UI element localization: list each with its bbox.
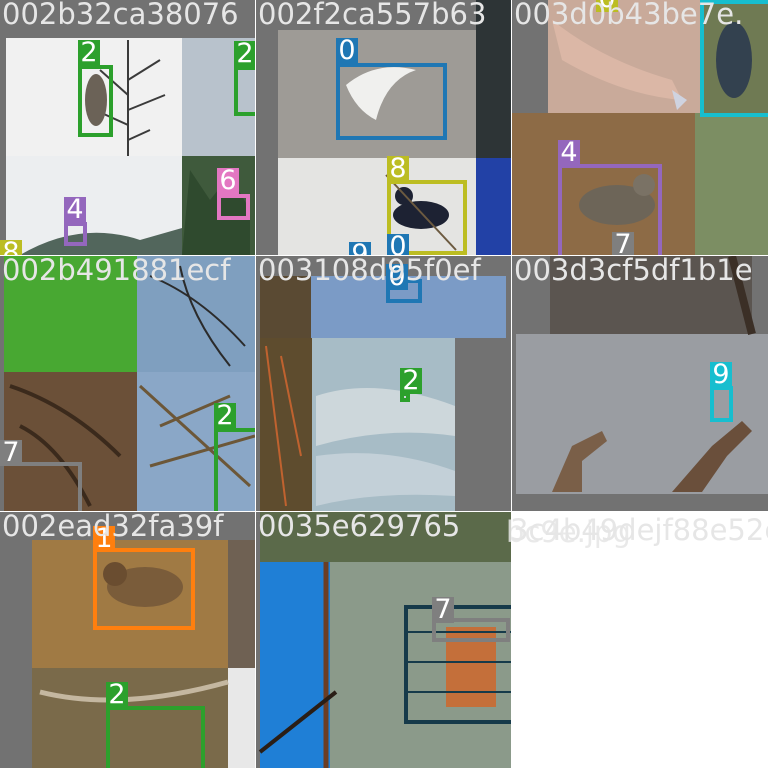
class-label: 2 (214, 402, 236, 429)
class-label: 2 (78, 39, 100, 66)
ground-photo-patch (228, 540, 255, 668)
overflow-suffix-text: bc9e.jpg (506, 515, 631, 549)
tile-filename: 003d0b43be7e. (514, 0, 744, 31)
bounding-box-class-2 (78, 65, 113, 137)
bounding-box-class-9 (710, 386, 733, 422)
tile-filename: 002f2ca557b63 (258, 0, 487, 31)
shrub-photo-patch (695, 113, 768, 255)
mosaic-tile-1: 002b32ca38076 2 2 6 4 8 (0, 0, 255, 255)
branches-illustration (9, 265, 255, 507)
mosaic-tile-8: 0035e629765 7 (256, 512, 511, 768)
class-label: 9 (710, 361, 732, 388)
bounding-box-class-2 (234, 66, 255, 116)
bounding-box-class-6 (217, 194, 250, 220)
bounding-box-class-0 (700, 0, 768, 117)
class-label: 4 (64, 196, 86, 223)
sparrow-illustration (39, 562, 229, 703)
class-label: 7 (432, 596, 454, 623)
bird-silhouettes-illustration (552, 20, 752, 225)
class-label: 8 (0, 239, 22, 255)
tile-filename: 0035e629765 (258, 512, 461, 543)
tile-filename: 003108d95f0ef (258, 256, 481, 287)
bounding-box-class-2 (214, 428, 255, 511)
dry-grass-photo-patch (512, 113, 695, 255)
grass-photo-patch (260, 512, 511, 562)
bounding-box-class-1 (93, 548, 195, 630)
bounding-box-class-2 (106, 706, 205, 768)
bounding-box-class-4 (64, 222, 87, 246)
bird-silhouettes-illustration (346, 67, 457, 251)
stream-photo-patch (32, 668, 228, 768)
sky-photo-patch (228, 668, 255, 768)
class-label: 2 (234, 40, 255, 67)
overflow-filename: 3c4b49dejf88e52cb (510, 513, 768, 547)
class-label: 8 (387, 155, 409, 182)
tile-filename: 003d3cf5df1b1e (514, 256, 753, 287)
tile-filename: 002ead32fa39f (2, 512, 224, 543)
overflow-filename-suffix: bc9e.jpg (506, 515, 631, 549)
mosaic-tile-6: 003d3cf5df1b1e 9 (512, 256, 768, 511)
class-label: 0 (596, 0, 618, 12)
tree-photo-patch (260, 276, 311, 338)
blue-photo-patch (476, 158, 511, 255)
mosaic-tile-7: 002ead32fa39f 1 2 (0, 512, 255, 768)
class-label: 9 (349, 241, 371, 255)
mosaic-tile-5: 003108d95f0ef 0 2 (256, 256, 511, 511)
class-label: 2 (400, 367, 422, 394)
tree-bark-photo-patch (4, 372, 137, 511)
class-label: 7 (0, 439, 22, 466)
class-label: 0 (387, 233, 409, 255)
dark-photo-patch (550, 256, 752, 334)
bounding-box-class-2 (400, 392, 410, 402)
overflow-filename-text: 3c4b49dejf88e52cb (510, 513, 768, 547)
dead-branches-illustration (552, 256, 756, 492)
class-label: 2 (106, 681, 128, 708)
clouds-illustration (265, 345, 455, 507)
class-label: 4 (558, 139, 580, 166)
sky-photo-patch (516, 334, 768, 494)
class-label: 6 (217, 167, 239, 194)
sky-photo-patch (260, 562, 330, 768)
class-label: 7 (612, 231, 634, 255)
tile-filename: 002b32ca38076 (2, 0, 239, 31)
class-label: 0 (336, 37, 358, 64)
bounding-box-class-0 (336, 63, 447, 140)
bounding-box-class-8 (387, 180, 467, 255)
bounding-box-class-7 (432, 618, 510, 642)
dark-photo-patch (476, 0, 511, 158)
bounding-box-class-7 (0, 462, 82, 511)
mosaic-tile-3: 003d0b43be7e. 0 4 7 (512, 0, 768, 255)
bounding-box-class-4 (558, 164, 662, 255)
tile-filename: 002b491881ecf (2, 256, 231, 287)
mosaic-tile-2: 002f2ca557b63 0 8 9 0 (256, 0, 511, 255)
class-label: 1 (93, 525, 115, 552)
water-photo-patch (311, 276, 506, 338)
grass-photo-patch (4, 256, 137, 372)
class-label: 0 (386, 263, 408, 290)
mosaic-tile-4: 002b491881ecf 2 7 (0, 256, 255, 511)
